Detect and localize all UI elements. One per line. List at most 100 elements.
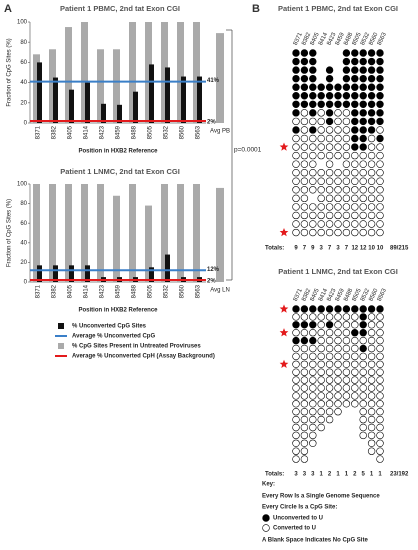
cpg-site	[359, 220, 367, 228]
cpg-site	[317, 305, 325, 313]
reference-label: 12%	[207, 267, 220, 273]
cpg-site	[367, 134, 376, 143]
cpg-site	[309, 211, 317, 220]
matrix-title: Patient 1 PBMC, 2nd tat Exon CGI	[278, 4, 398, 13]
total-value: 3	[320, 246, 324, 252]
bar	[161, 184, 168, 282]
total-value: 10	[377, 246, 384, 252]
cpg-site	[359, 186, 367, 194]
cpg-site	[325, 177, 334, 185]
cpg-site	[376, 447, 384, 455]
cpg-site	[367, 392, 376, 400]
cpg-site	[317, 92, 325, 100]
cpg-site	[292, 83, 300, 91]
cpg-site	[376, 329, 384, 337]
cpg-site	[300, 384, 309, 392]
overall-total: 23/192	[390, 472, 409, 478]
x-tick-label: 8371	[36, 284, 42, 298]
y-tick-label: 80	[20, 201, 27, 207]
column-label: 8505	[352, 287, 363, 302]
bar	[216, 187, 224, 282]
cpg-site	[376, 392, 384, 400]
y-tick-label: 20	[20, 260, 27, 266]
bar	[129, 22, 136, 123]
key-symbol	[262, 524, 270, 532]
cpg-site	[342, 376, 351, 384]
x-axis-label: Position in HXB2 Reference	[78, 308, 158, 314]
cpg-site	[292, 408, 300, 416]
cpg-site	[376, 151, 384, 160]
cpg-site	[325, 117, 334, 126]
x-tick-label: 8532	[164, 284, 170, 298]
x-tick-label: 8532	[164, 125, 170, 139]
total-value: 3	[303, 472, 307, 478]
cpg-site	[351, 384, 359, 392]
cpg-site	[334, 92, 342, 100]
cpg-site	[292, 368, 300, 376]
total-value: 1	[370, 472, 374, 478]
cpg-site	[300, 431, 309, 440]
cpg-site	[292, 143, 300, 151]
bar	[197, 76, 202, 123]
cpg-site	[292, 360, 300, 368]
cpg-site	[300, 455, 309, 463]
bar	[149, 64, 154, 123]
totals-label: Totals:	[265, 472, 284, 478]
cpg-site	[342, 57, 351, 66]
cpg-site	[342, 203, 351, 211]
chart-title: Patient 1 PBMC, 2nd tat Exon CGI	[60, 4, 180, 13]
y-tick-label: 20	[20, 100, 27, 106]
cpg-site	[309, 423, 317, 432]
cpg-site	[359, 134, 367, 143]
total-value: 5	[362, 472, 366, 478]
p-value: p=0.0001	[234, 147, 262, 154]
column-label: 8382	[301, 287, 312, 302]
cpg-site	[334, 384, 342, 392]
cpg-site	[351, 228, 359, 237]
cpg-site	[376, 360, 384, 368]
cpg-site	[300, 194, 309, 203]
bar	[85, 82, 90, 123]
cpg-site	[342, 169, 351, 177]
cpg-site	[359, 415, 367, 424]
x-tick-label: 8459	[116, 125, 122, 139]
cpg-site	[292, 194, 300, 203]
cpg-site	[325, 186, 334, 194]
cpg-site	[300, 228, 309, 237]
cpg-site	[351, 151, 359, 160]
cpg-site	[309, 336, 317, 345]
cpg-site	[309, 100, 317, 109]
bar	[149, 267, 154, 282]
cpg-site	[342, 92, 351, 100]
cpg-site	[317, 126, 325, 134]
cpg-site	[300, 376, 309, 384]
cpg-site	[359, 160, 367, 168]
cpg-site	[342, 160, 351, 168]
cpg-site	[359, 194, 367, 203]
bar	[49, 49, 56, 123]
cpg-site	[376, 384, 384, 392]
column-label: 8459	[335, 31, 346, 46]
bar	[81, 22, 88, 123]
cpg-site	[309, 186, 317, 194]
cpg-site	[325, 400, 334, 408]
cpg-site	[367, 92, 376, 100]
cpg-site	[300, 126, 309, 134]
total-value: 12	[360, 246, 367, 252]
column-label: 8505	[352, 31, 363, 46]
legend-label: % Unconverted CpG Sites	[72, 324, 147, 330]
cpg-site	[359, 329, 367, 337]
cpg-site	[367, 83, 376, 91]
cpg-site	[300, 439, 309, 447]
cpg-site	[376, 336, 384, 345]
cpg-site	[309, 49, 317, 57]
cpg-site	[309, 431, 317, 440]
cpg-site	[342, 134, 351, 143]
bar	[145, 205, 152, 282]
x-tick-label: 8488	[132, 284, 138, 298]
cpg-site	[351, 313, 359, 321]
cpg-site	[292, 329, 300, 337]
column-label: 8371	[293, 287, 304, 302]
cpg-site	[325, 143, 334, 151]
total-value: 10	[368, 246, 375, 252]
